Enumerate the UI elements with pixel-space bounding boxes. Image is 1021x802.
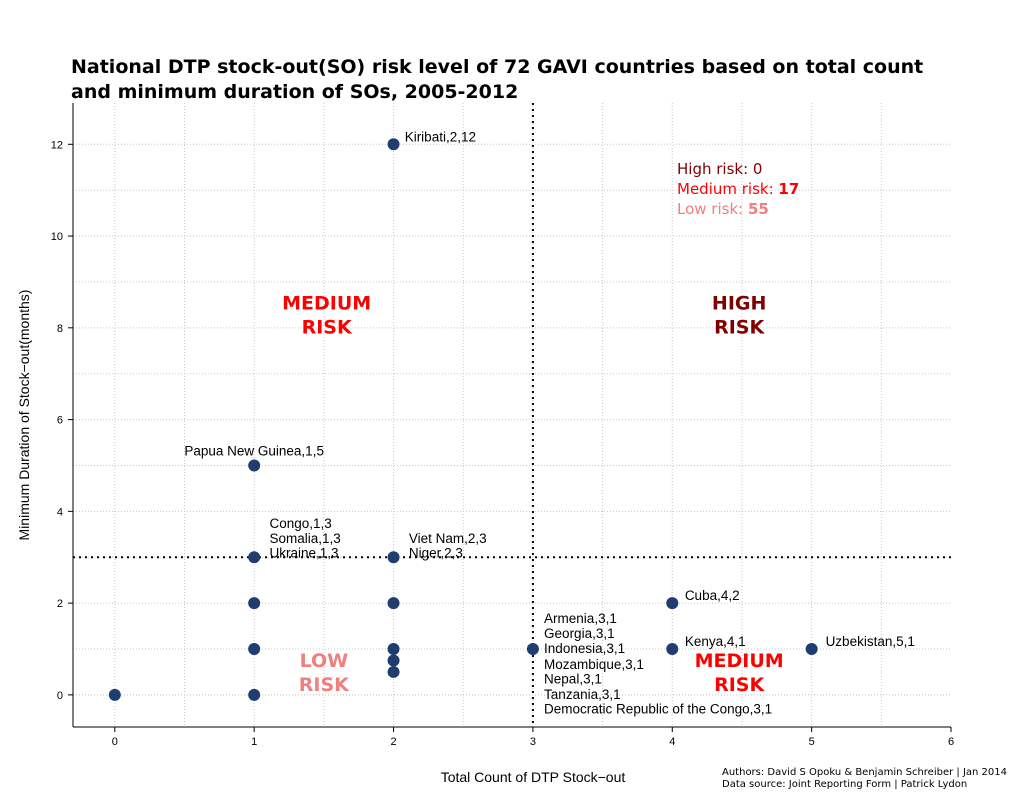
x-tick-label: 3 [530, 736, 536, 748]
grid-lines [73, 103, 951, 727]
y-tick-label: 4 [57, 506, 63, 518]
data-point [248, 459, 261, 472]
risk-region-label-line: MEDIUM [282, 292, 371, 314]
point-label: Niger,2,3 [409, 546, 463, 561]
y-tick-label: 0 [57, 690, 63, 702]
credits: Authors: David S Opoku & Benjamin Schrei… [722, 767, 1007, 791]
x-tick-label: 1 [251, 736, 257, 748]
risk-summary-value: 0 [753, 160, 763, 178]
data-point [387, 551, 400, 564]
data-points [108, 138, 818, 701]
point-label: Somalia,1,3 [270, 531, 341, 546]
point-labels: Kiribati,2,12 Papua New Guinea,1,5 Congo,1… [184, 129, 915, 716]
risk-region-label: HIGH RISK [712, 292, 766, 338]
point-label: Papua New Guinea,1,5 [184, 444, 324, 459]
data-point [387, 665, 400, 678]
risk-region-label: LOW RISK [299, 650, 350, 696]
data-point [666, 643, 679, 655]
risk-region-label-line: HIGH [712, 292, 766, 314]
data-point [387, 597, 400, 610]
y-axis-label: Minimum Duration of Stock−out(months) [16, 290, 32, 541]
y-tick-label: 12 [51, 139, 63, 151]
risk-region-label-line: LOW [300, 650, 349, 672]
data-point [526, 643, 539, 655]
risk-region-label: MEDIUM RISK [282, 292, 371, 338]
point-label: Mozambique,3,1 [544, 657, 644, 672]
point-label: Nepal,3,1 [544, 672, 602, 687]
data-point [248, 643, 261, 655]
risk-threshold-lines [73, 103, 951, 727]
data-point [805, 643, 818, 655]
data-point [387, 643, 400, 655]
point-label: Kenya,4,1 [685, 634, 746, 649]
risk-region-label-line: RISK [299, 674, 350, 696]
x-tick-label: 6 [948, 736, 954, 748]
point-label: Armenia,3,1 [544, 611, 617, 626]
risk-summary: High risk: 0 Medium risk: 17 Low risk: 55 [677, 160, 799, 218]
point-label: Democratic Republic of the Congo,3,1 [544, 702, 772, 717]
risk-summary-label: Low risk: [677, 200, 748, 218]
x-tick-label: 0 [112, 736, 118, 748]
risk-summary-line: High risk: 0 [677, 160, 762, 178]
risk-region-label-line: MEDIUM [695, 650, 784, 672]
chart-title: National DTP stock-out(SO) risk level of… [71, 55, 971, 105]
data-point [387, 138, 400, 151]
chart-title-line-1: National DTP stock-out(SO) risk level of… [71, 56, 924, 78]
point-label: Viet Nam,2,3 [409, 531, 487, 546]
y-tick-label: 2 [57, 598, 63, 610]
point-label: Congo,1,3 [270, 516, 332, 531]
risk-region-label-line: RISK [302, 316, 353, 338]
chart-title-line-2: and minimum duration of SOs, 2005-2012 [71, 81, 519, 103]
data-point [666, 597, 679, 610]
data-point [248, 551, 261, 564]
point-label: Tanzania,3,1 [544, 687, 621, 702]
x-axis-label: Total Count of DTP Stock−out [441, 769, 626, 785]
y-tick-label: 10 [51, 231, 63, 243]
y-tick-label: 6 [57, 415, 63, 427]
point-label: Georgia,3,1 [544, 626, 615, 641]
credits-authors: Authors: David S Opoku & Benjamin Schrei… [722, 767, 1007, 778]
risk-summary-label: Medium risk: [677, 180, 778, 198]
x-tick-label: 5 [809, 736, 815, 748]
data-point [387, 654, 400, 667]
data-point [248, 688, 261, 701]
point-label: Indonesia,3,1 [544, 641, 625, 656]
x-tick-label: 4 [669, 736, 675, 748]
risk-summary-line: Medium risk: 17 [677, 180, 799, 198]
point-label: Ukraine,1,3 [270, 546, 339, 561]
data-point [248, 597, 261, 610]
data-point [108, 688, 121, 701]
point-label: Cuba,4,2 [685, 588, 740, 603]
risk-summary-value: 17 [778, 180, 799, 198]
risk-summary-line: Low risk: 55 [677, 200, 769, 218]
y-tick-label: 8 [57, 323, 63, 335]
point-label: Kiribati,2,12 [405, 129, 476, 144]
risk-region-label-line: RISK [714, 316, 765, 338]
risk-region-label: MEDIUM RISK [695, 650, 784, 696]
risk-summary-label: High risk: [677, 160, 753, 178]
risk-summary-value: 55 [748, 200, 769, 218]
risk-region-label-line: RISK [714, 674, 765, 696]
x-tick-label: 2 [390, 736, 396, 748]
point-label: Uzbekistan,5,1 [826, 634, 915, 649]
credits-source: Data source: Joint Reporting Form | Patr… [722, 779, 968, 790]
